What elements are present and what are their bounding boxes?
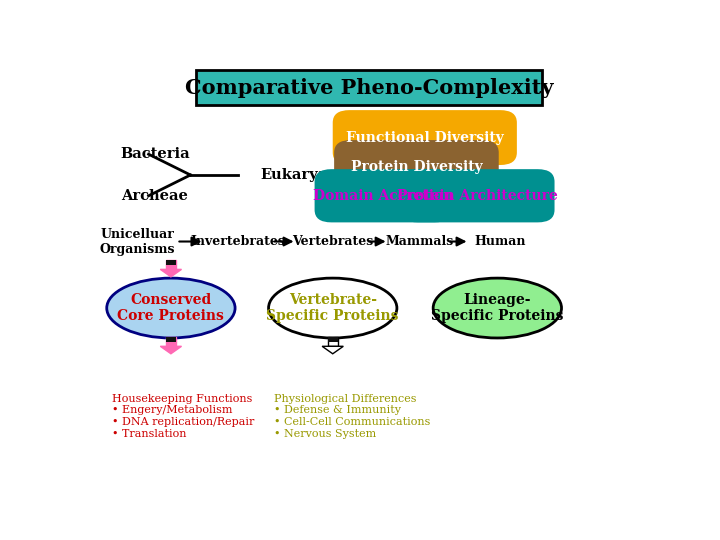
Text: Comparative Pheno-Complexity: Comparative Pheno-Complexity (185, 78, 553, 98)
Text: Eukarya: Eukarya (260, 168, 328, 182)
Text: Protein Diversity: Protein Diversity (351, 160, 482, 174)
Polygon shape (166, 260, 176, 265)
Polygon shape (322, 346, 343, 354)
Polygon shape (328, 337, 338, 342)
Text: Domain Accretion: Domain Accretion (312, 189, 453, 203)
Text: Vertebrate-
Specific Proteins: Vertebrate- Specific Proteins (266, 293, 399, 323)
Polygon shape (166, 337, 176, 342)
Text: Unicelluar
Organisms: Unicelluar Organisms (99, 227, 175, 255)
FancyBboxPatch shape (401, 169, 554, 222)
Ellipse shape (269, 278, 397, 338)
FancyBboxPatch shape (333, 110, 517, 165)
Text: Invertebrates: Invertebrates (190, 235, 285, 248)
FancyBboxPatch shape (334, 140, 499, 193)
Polygon shape (161, 346, 181, 354)
Polygon shape (161, 269, 181, 277)
Polygon shape (166, 337, 176, 346)
Text: Archeae: Archeae (121, 189, 188, 203)
Text: Human: Human (474, 235, 526, 248)
Text: Vertebrates: Vertebrates (292, 235, 374, 248)
FancyBboxPatch shape (196, 70, 542, 105)
FancyBboxPatch shape (315, 169, 451, 222)
Text: Housekeeping Functions
• Engery/Metabolism
• DNA replication/Repair
• Translatio: Housekeeping Functions • Engery/Metaboli… (112, 394, 255, 438)
Polygon shape (328, 337, 338, 346)
Polygon shape (166, 260, 176, 269)
Text: Physiological Differences
• Defense & Immunity
• Cell-Cell Communications
• Nerv: Physiological Differences • Defense & Im… (274, 394, 431, 438)
Text: Bacteria: Bacteria (121, 147, 190, 161)
Text: Lineage-
Specific Proteins: Lineage- Specific Proteins (431, 293, 564, 323)
Text: Functional Diversity: Functional Diversity (346, 131, 504, 145)
Text: Protein Architecture: Protein Architecture (397, 189, 558, 203)
Text: Mammals: Mammals (385, 235, 454, 248)
Ellipse shape (433, 278, 562, 338)
Text: Conserved
Core Proteins: Conserved Core Proteins (117, 293, 225, 323)
Ellipse shape (107, 278, 235, 338)
